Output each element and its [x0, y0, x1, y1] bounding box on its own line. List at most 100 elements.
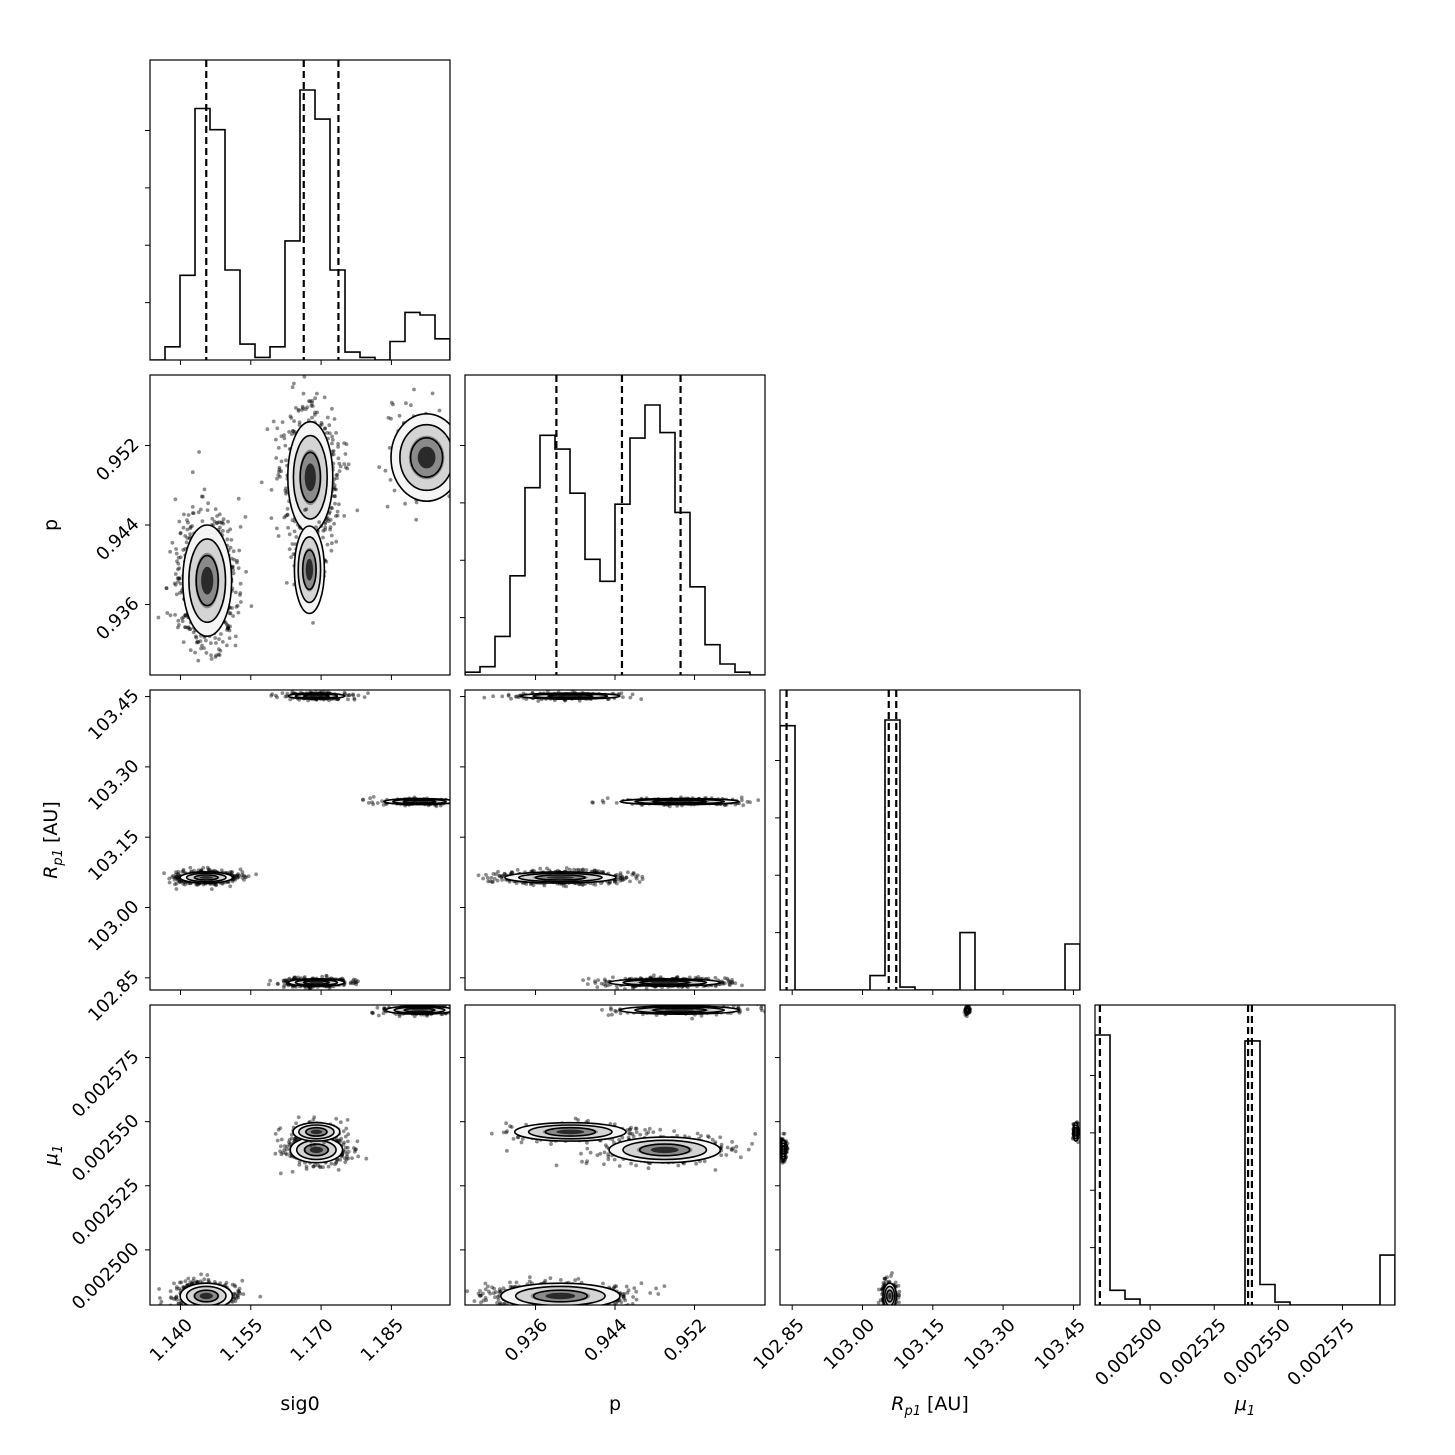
sample-point [342, 441, 346, 445]
sample-point [236, 875, 240, 880]
sample-point [231, 549, 236, 554]
sample-point [721, 982, 726, 986]
sample-point [174, 551, 179, 556]
sample-point [605, 796, 610, 800]
sample-point [215, 520, 220, 525]
sample-point [542, 883, 547, 888]
sample-point [509, 696, 513, 701]
sample-point [325, 430, 330, 435]
sample-point [342, 690, 347, 695]
sample-point [486, 879, 490, 884]
sample-point [275, 526, 279, 531]
joint-panel-p-Rp1 [476, 690, 761, 990]
sample-point [514, 881, 519, 886]
sample-point [473, 798, 477, 802]
density-contour [409, 436, 444, 478]
sample-point [350, 979, 355, 983]
sample-point [342, 462, 347, 466]
density-level [417, 446, 436, 469]
density-contour [390, 413, 450, 502]
sample-point [576, 867, 581, 872]
sample-point [297, 525, 302, 529]
sample-point [355, 508, 360, 513]
sample-point [593, 882, 598, 887]
sample-point [611, 975, 615, 980]
sample-point [186, 520, 190, 525]
sample-point [528, 882, 533, 886]
density-level [650, 981, 679, 984]
sample-point [194, 640, 199, 645]
density-contour [294, 692, 339, 700]
sample-point [229, 538, 234, 542]
sample-point [243, 515, 248, 519]
sample-point [290, 432, 294, 436]
sample-point [177, 879, 182, 884]
sample-point [269, 488, 274, 492]
histogram-step-line [1095, 1034, 1395, 1305]
sample-point [739, 795, 744, 800]
sample-point [217, 512, 222, 517]
sample-point [756, 798, 761, 802]
sample-point [740, 983, 744, 988]
sample-point [287, 976, 292, 981]
sample-point [328, 527, 332, 532]
sample-point [199, 684, 203, 688]
sample-point [599, 981, 604, 986]
sample-point [310, 401, 314, 405]
sample-point [205, 865, 210, 870]
sample-point [178, 576, 182, 581]
sample-point [191, 630, 196, 635]
sample-point [200, 643, 204, 648]
sample-point [187, 1307, 191, 1311]
sample-point [274, 437, 278, 442]
sample-point [343, 452, 348, 456]
sample-point [494, 872, 498, 877]
sample-point [461, 438, 465, 442]
density-level [199, 876, 213, 879]
sample-point [242, 878, 246, 882]
sample-point [284, 486, 288, 491]
sample-point [308, 986, 312, 990]
sample-point [204, 651, 209, 655]
sample-point [451, 433, 455, 437]
sample-point [354, 982, 359, 987]
sample-point [227, 628, 232, 633]
sample-point [412, 387, 416, 392]
sample-point [221, 529, 225, 533]
sample-point [296, 407, 301, 412]
sample-point [174, 872, 178, 877]
sample-point [437, 408, 442, 413]
sample-point [174, 870, 178, 875]
sample-point [173, 572, 178, 576]
sample-point [332, 494, 337, 498]
sample-point [278, 474, 282, 479]
sample-point [307, 399, 311, 404]
sample-point [180, 870, 185, 874]
sample-point [217, 637, 221, 641]
sample-point [349, 980, 353, 985]
sample-point [274, 456, 279, 460]
sample-point [337, 502, 341, 507]
density-level [664, 800, 695, 803]
sample-point [621, 877, 625, 882]
sample-point [623, 987, 627, 990]
sample-point [232, 874, 237, 878]
sample-point [352, 696, 357, 701]
sample-point [231, 564, 235, 569]
sample-point [368, 796, 372, 801]
sample-point [286, 525, 290, 530]
sample-point [613, 879, 617, 884]
sample-point [500, 874, 505, 879]
sample-point [277, 467, 282, 472]
sample-point [335, 472, 340, 477]
sample-point [310, 404, 315, 408]
sample-point [234, 874, 239, 879]
histogram-step-line [780, 719, 1080, 990]
sample-point [194, 634, 198, 639]
sample-point [470, 794, 474, 798]
sample-point [538, 866, 543, 871]
sample-point [377, 465, 382, 469]
sample-point [265, 427, 270, 432]
sample-point [352, 697, 357, 702]
sample-point [284, 978, 288, 983]
